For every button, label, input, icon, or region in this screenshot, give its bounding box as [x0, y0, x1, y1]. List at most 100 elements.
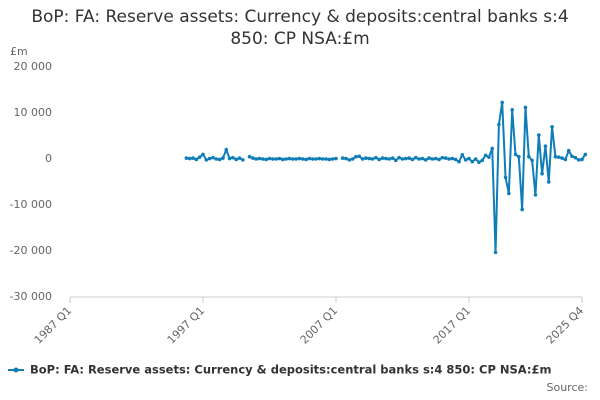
data-point — [364, 156, 368, 160]
data-point — [510, 107, 514, 112]
data-point — [423, 158, 428, 162]
data-point — [284, 157, 288, 161]
data-point — [417, 157, 421, 161]
data-point — [536, 133, 541, 137]
data-point — [214, 157, 219, 161]
legend-label: BoP: FA: Reserve assets: Currency & depo… — [30, 363, 552, 377]
legend-marker — [13, 367, 19, 373]
data-point — [410, 157, 415, 162]
data-point — [357, 154, 362, 159]
data-point — [457, 159, 461, 164]
data-point — [320, 157, 325, 161]
data-point — [207, 156, 212, 161]
y-tick-label: 10 000 — [14, 106, 53, 119]
data-point — [420, 156, 425, 161]
data-point — [307, 156, 312, 161]
data-point — [204, 158, 209, 162]
data-point — [261, 157, 265, 161]
data-point — [493, 250, 498, 255]
data-point — [394, 158, 398, 163]
source: Source: — [547, 381, 589, 394]
data-point — [231, 155, 235, 160]
data-point — [397, 155, 401, 160]
data-point — [550, 125, 554, 129]
data-point — [294, 157, 298, 161]
data-point — [390, 156, 395, 160]
data-point — [380, 156, 385, 160]
data-point — [503, 175, 508, 180]
data-point — [344, 156, 348, 161]
data-point — [297, 156, 302, 161]
data-point — [387, 157, 391, 161]
data-point — [427, 156, 431, 160]
data-point — [527, 154, 531, 159]
data-point — [201, 152, 205, 157]
data-point — [437, 157, 441, 162]
data-point — [194, 157, 199, 162]
data-point — [460, 153, 465, 157]
data-point — [367, 156, 372, 161]
data-point — [530, 158, 534, 163]
data-point — [234, 157, 239, 162]
data-point — [224, 148, 229, 152]
data-point — [290, 157, 295, 161]
chart-title: BoP: FA: Reserve assets: Currency & depo… — [31, 7, 569, 49]
data-point — [277, 156, 282, 161]
data-point — [556, 155, 561, 159]
data-point — [247, 154, 252, 159]
data-point — [330, 157, 335, 161]
data-point — [227, 156, 232, 161]
data-point — [477, 160, 481, 165]
data-point — [487, 155, 491, 159]
y-tick-label: 20 000 — [14, 60, 53, 73]
y-axis-label: £m — [10, 45, 28, 58]
y-tick-label: -10 000 — [10, 198, 52, 211]
data-point — [430, 157, 435, 161]
data-point — [300, 157, 305, 161]
data-point — [566, 148, 571, 153]
data-point — [546, 180, 551, 184]
data-point — [211, 155, 215, 160]
data-point — [334, 156, 338, 161]
data-point — [324, 157, 328, 161]
x-tick-label: 2007 Q1 — [298, 304, 341, 347]
data-point — [184, 156, 189, 160]
data-point — [507, 191, 511, 196]
data-point — [280, 157, 285, 162]
data-point — [407, 156, 411, 160]
data-point — [377, 157, 381, 162]
data-point — [497, 122, 501, 127]
data-point — [191, 156, 195, 160]
data-point — [354, 154, 358, 159]
data-point — [540, 171, 544, 176]
y-tick-label: 0 — [45, 152, 52, 165]
data-point — [520, 207, 524, 212]
data-point — [560, 156, 564, 160]
data-point — [583, 152, 588, 157]
data-point — [533, 193, 538, 197]
data-point — [274, 157, 278, 161]
data-point — [403, 156, 408, 161]
data-point — [413, 155, 418, 160]
data-point — [257, 156, 262, 161]
data-point — [553, 154, 558, 159]
data-point — [543, 144, 548, 148]
data-point — [347, 158, 352, 162]
data-point — [374, 155, 378, 160]
data-point — [384, 156, 388, 161]
data-point — [570, 154, 574, 159]
data-point — [480, 158, 485, 163]
data-point — [221, 156, 225, 160]
data-point — [517, 154, 521, 159]
data-point — [370, 157, 375, 161]
data-point — [463, 158, 468, 162]
data-point — [400, 157, 405, 161]
data-point — [287, 156, 292, 161]
data-point — [254, 157, 258, 161]
data-point — [443, 156, 448, 160]
data-point — [317, 156, 322, 161]
data-point — [440, 155, 445, 160]
data-point — [470, 159, 475, 164]
data-point — [563, 157, 568, 162]
